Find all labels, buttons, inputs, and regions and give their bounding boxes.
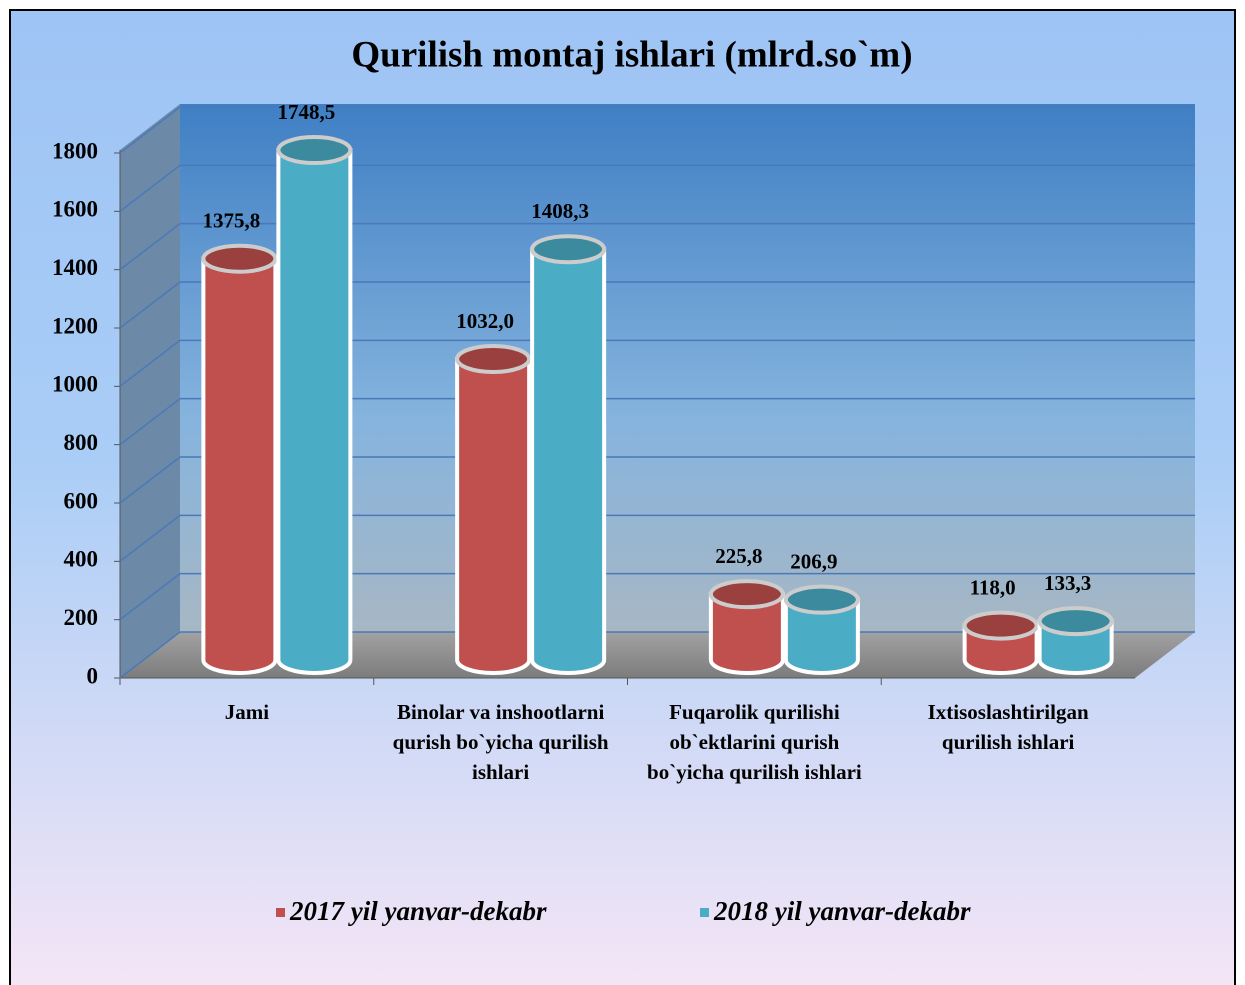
bar xyxy=(530,234,607,675)
y-tick-label: 1000 xyxy=(52,372,98,397)
bar xyxy=(276,135,353,675)
bar-body xyxy=(783,597,860,675)
value-label: 1408,3 xyxy=(531,199,589,223)
y-tick-label: 600 xyxy=(64,488,99,513)
bar xyxy=(962,610,1039,675)
floor xyxy=(120,632,1195,678)
bar-top xyxy=(201,243,278,274)
bar xyxy=(455,344,532,675)
value-label: 206,9 xyxy=(790,549,837,573)
x-tick-label: Fuqarolik qurilishi ob`ektlarini qurish … xyxy=(647,700,862,784)
bar xyxy=(708,579,785,675)
grid-line xyxy=(119,339,181,387)
value-label: 225,8 xyxy=(715,544,762,568)
y-tick-label: 200 xyxy=(64,605,99,630)
grid-line xyxy=(119,398,181,446)
bar-top xyxy=(455,344,532,374)
legend-label: 2018 yil yanvar-dekabr xyxy=(713,896,971,926)
bar-top xyxy=(783,584,860,615)
grid-line xyxy=(119,223,181,271)
y-tick-label: 1800 xyxy=(52,138,98,163)
bar-body xyxy=(530,247,607,675)
grid-line xyxy=(119,573,181,621)
bar-top xyxy=(962,610,1039,641)
side-wall xyxy=(120,104,180,678)
bar-top xyxy=(276,135,353,166)
grid-line xyxy=(119,456,181,504)
x-tick-label: Jami xyxy=(224,700,270,724)
value-label: 118,0 xyxy=(970,575,1016,599)
grid-line xyxy=(119,106,181,154)
bar-body xyxy=(276,148,353,675)
grid-line xyxy=(119,514,181,562)
y-tick-label: 800 xyxy=(64,430,99,455)
value-label: 1748,5 xyxy=(278,100,336,124)
back-wall xyxy=(180,104,1195,632)
y-tick-label: 1600 xyxy=(52,197,98,222)
legend-swatch xyxy=(700,908,709,917)
y-tick-label: 1400 xyxy=(52,255,98,280)
bar-top xyxy=(708,579,785,610)
value-label: 1032,0 xyxy=(456,309,514,333)
bar xyxy=(783,584,860,675)
bar-body xyxy=(455,357,532,675)
legend-label: 2017 yil yanvar-dekabr xyxy=(289,896,547,926)
y-tick-label: 0 xyxy=(87,663,99,688)
x-tick-label: Ixtisoslashtirilgan qurilish ishlari xyxy=(927,700,1089,754)
bar-top xyxy=(530,234,607,265)
chart-title: Qurilish montaj ishlari (mlrd.so`m) xyxy=(351,34,912,75)
bar-body xyxy=(708,592,785,675)
y-tick-label: 400 xyxy=(64,547,99,572)
value-label: 1375,8 xyxy=(203,209,261,233)
bar xyxy=(201,243,278,675)
grid-line xyxy=(119,631,181,679)
grid-line xyxy=(119,164,181,212)
grid-line xyxy=(119,281,181,329)
bar-body xyxy=(201,256,278,675)
legend-swatch xyxy=(276,908,285,917)
y-tick-label: 1200 xyxy=(52,313,98,338)
bar xyxy=(1037,606,1114,675)
bar-top xyxy=(1037,606,1114,637)
x-tick-label: Binolar va inshootlarni qurish bo`yicha … xyxy=(392,700,609,784)
value-label: 133,3 xyxy=(1044,571,1091,595)
